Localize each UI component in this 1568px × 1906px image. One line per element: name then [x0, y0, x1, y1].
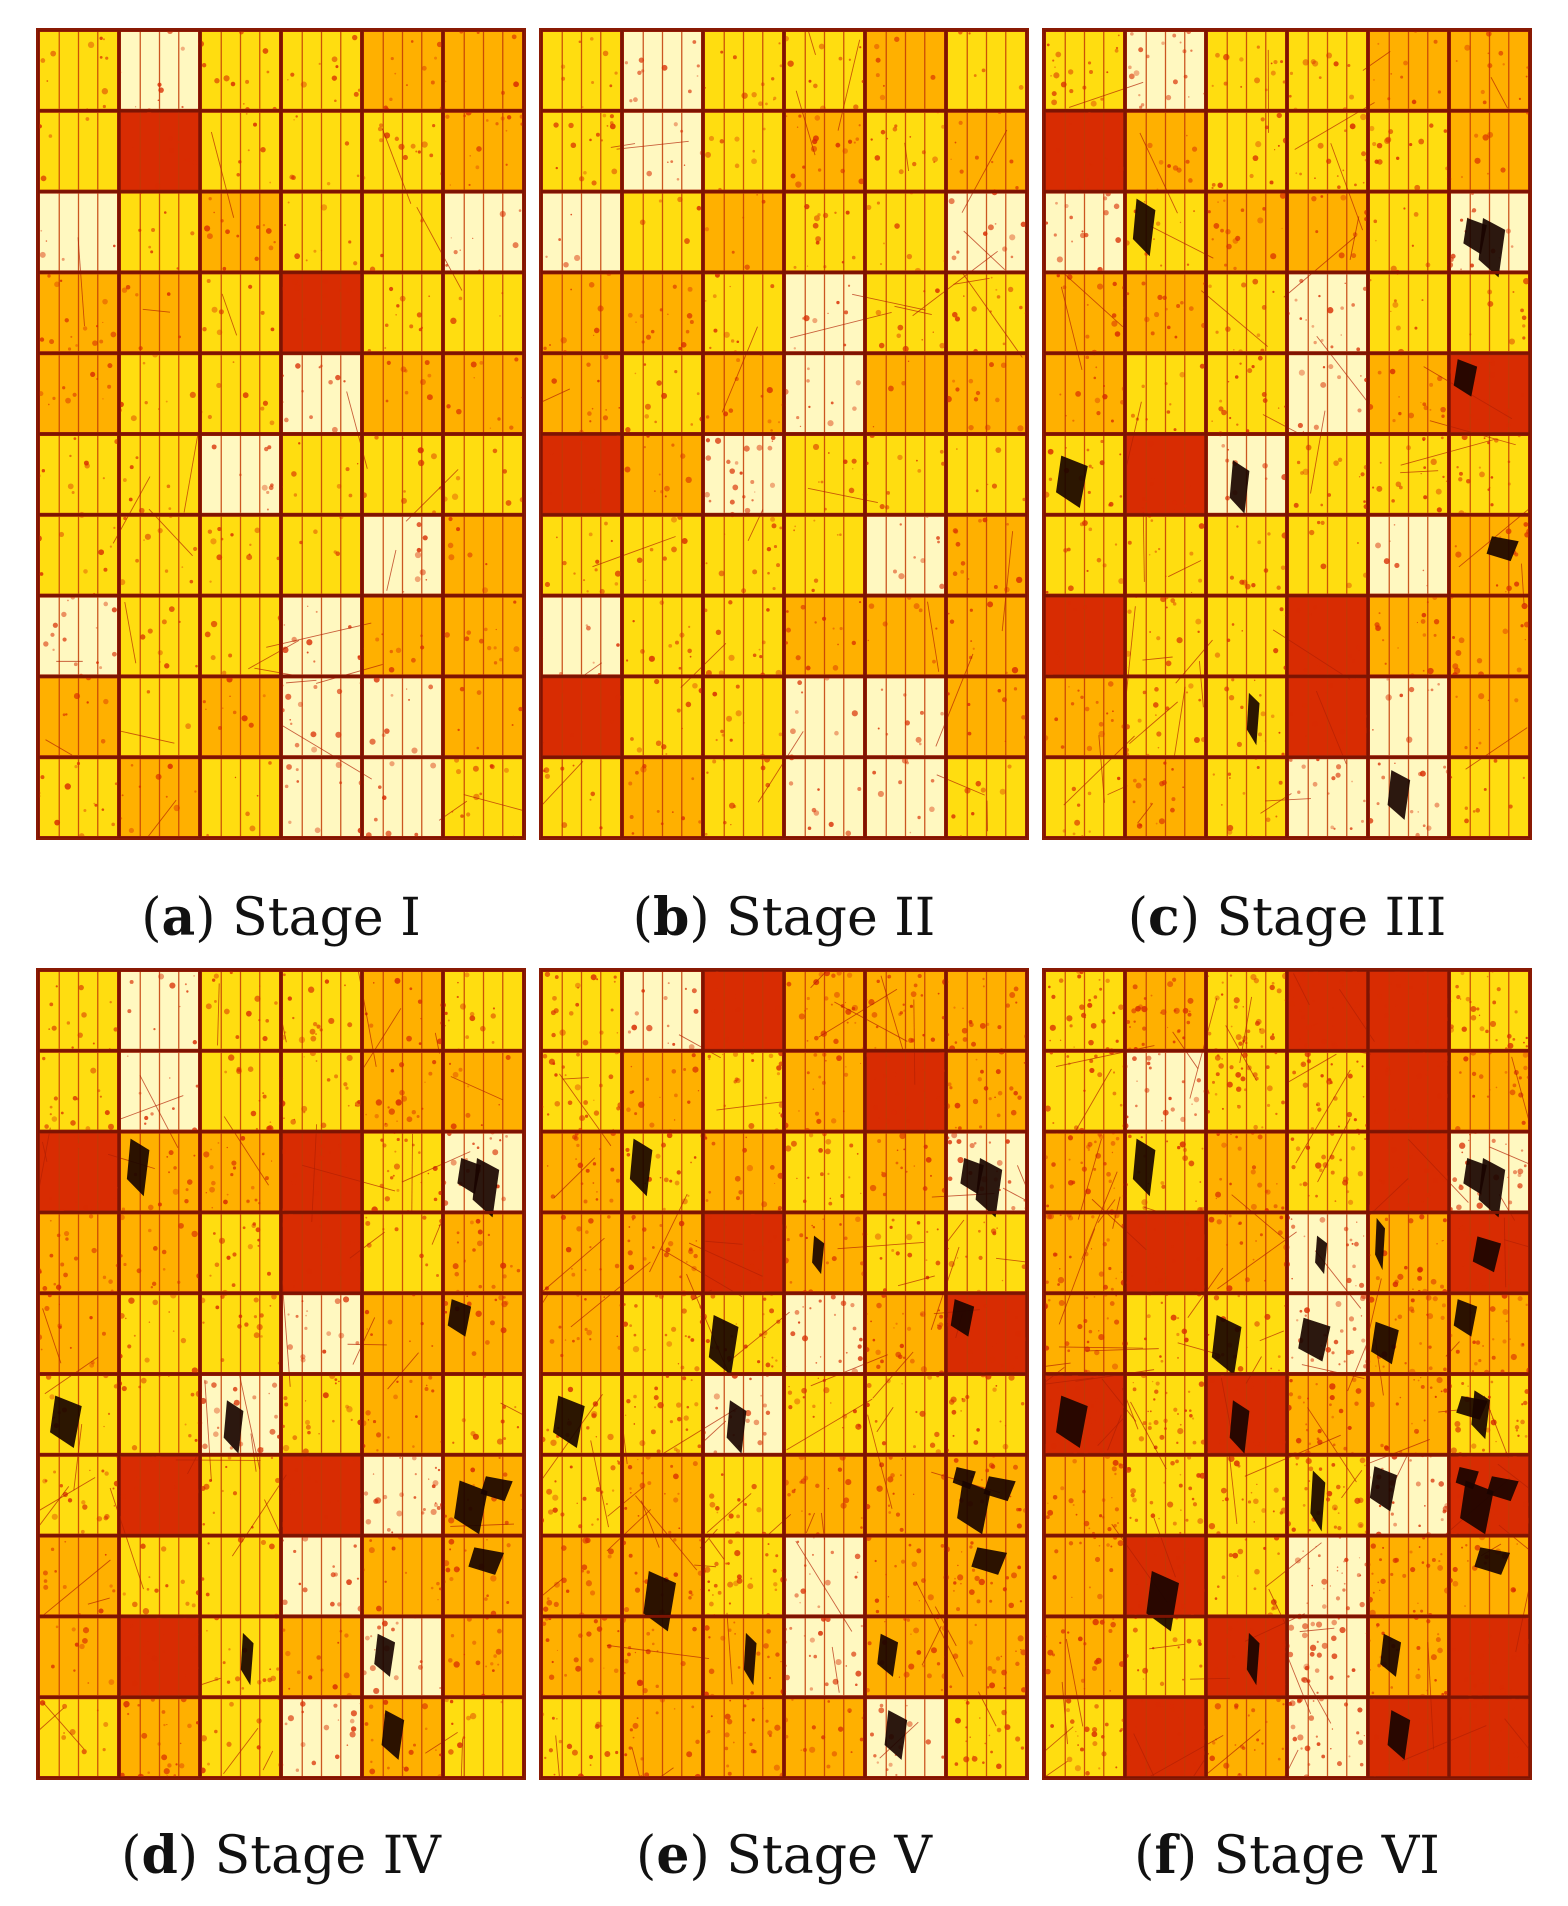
panel-caption-d: (d) Stage IV — [121, 1825, 441, 1887]
electroluminescence-image-stage-iii — [1042, 28, 1532, 840]
solar-module-image — [541, 30, 1027, 838]
caption-letter: f — [1154, 1825, 1177, 1886]
caption-letter: c — [1148, 887, 1180, 948]
solar-module-image — [541, 970, 1027, 1778]
panel-caption-e: (e) Stage V — [636, 1825, 932, 1887]
caption-label: Stage I — [232, 888, 421, 948]
panel-caption-f: (f) Stage VI — [1134, 1825, 1440, 1887]
caption-label: Stage IV — [214, 1826, 441, 1886]
electroluminescence-image-stage-vi — [1042, 968, 1532, 1780]
caption-letter: e — [656, 1825, 690, 1886]
electroluminescence-image-stage-iv — [36, 968, 526, 1780]
electroluminescence-image-stage-v — [539, 968, 1029, 1780]
panel-caption-a: (a) Stage I — [141, 887, 421, 949]
caption-label: Stage VI — [1213, 1826, 1440, 1886]
caption-letter: a — [161, 887, 196, 948]
caption-letter: d — [141, 1825, 178, 1886]
caption-label: Stage II — [726, 888, 936, 948]
panel-caption-b: (b) Stage II — [632, 887, 936, 949]
caption-letter: b — [652, 887, 690, 948]
solar-module-image — [1044, 30, 1530, 838]
solar-module-image — [38, 30, 524, 838]
caption-label: Stage V — [726, 1826, 932, 1886]
solar-module-image — [38, 970, 524, 1778]
electroluminescence-image-stage-i — [36, 28, 526, 840]
solar-module-image — [1044, 970, 1530, 1778]
electroluminescence-image-stage-ii — [539, 28, 1029, 840]
panel-caption-c: (c) Stage III — [1127, 887, 1447, 949]
caption-label: Stage III — [1216, 888, 1447, 948]
